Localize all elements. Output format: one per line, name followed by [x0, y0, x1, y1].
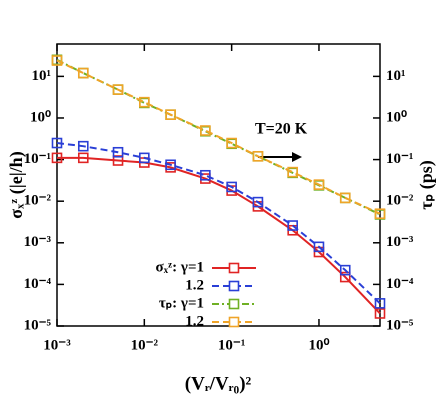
x-tick-label: 10⁻¹ [218, 337, 245, 353]
point-marker [374, 208, 386, 220]
y2-tick-label: 10⁻⁵ [386, 317, 414, 333]
point-marker [287, 166, 298, 178]
point-marker [139, 152, 150, 164]
point-marker [200, 125, 211, 136]
x-axis-label: (Vᵣ/Vᵣ₀)² [185, 373, 252, 394]
point-marker [51, 137, 63, 149]
y-tick-label: 10⁻¹ [24, 151, 51, 167]
point-marker [112, 146, 124, 158]
y2-tick-label: 10⁻¹ [386, 151, 413, 167]
point-marker [313, 179, 325, 190]
point-marker [165, 159, 176, 171]
point-marker [313, 241, 325, 253]
point-marker [339, 192, 351, 204]
point-marker [165, 109, 176, 120]
y-tick-label: 10⁻² [24, 193, 52, 209]
point-marker [77, 67, 89, 79]
y2-axis-label: τₚ (ps) [416, 160, 437, 210]
x-tick-label: 10⁻³ [43, 337, 71, 353]
point-marker [200, 169, 211, 181]
point-marker [252, 196, 264, 208]
y-tick-label: 10⁰ [30, 109, 51, 125]
point-marker [339, 271, 351, 283]
plot-frame [56, 43, 381, 327]
legend-marker [228, 262, 240, 274]
y-tick-label: 10⁻³ [24, 234, 52, 250]
legend-marker [228, 316, 240, 328]
y2-tick-label: 10⁻³ [386, 234, 414, 250]
point-marker [374, 308, 386, 319]
y2-tick-label: 10⁻⁴ [386, 276, 414, 292]
point-marker [139, 96, 150, 108]
point-marker [77, 140, 89, 152]
y-tick-label: 10¹ [32, 68, 52, 84]
y2-tick-label: 10⁰ [386, 109, 407, 125]
x-tick-label: 10⁰ [308, 337, 329, 353]
y-axis-label: σₓᶻ (|e|/h) [6, 151, 27, 218]
y2-tick-label: 10¹ [386, 68, 406, 84]
y2-tick-label: 10⁻² [386, 193, 414, 209]
point-marker [77, 67, 89, 79]
arrow [258, 152, 302, 162]
y-tick-label: 10⁻⁴ [24, 276, 52, 292]
point-marker [112, 84, 124, 95]
legend-label: 1.2 [185, 313, 204, 329]
point-marker [226, 181, 237, 193]
point-marker [51, 152, 63, 164]
point-marker [339, 264, 351, 276]
legend-label: σₓᶻ: γ=1 [156, 259, 204, 275]
series-line [56, 142, 381, 305]
y-tick-label: 10⁻⁵ [24, 317, 52, 333]
point-marker [374, 298, 386, 309]
annotation: T=20 K [255, 121, 308, 138]
point-marker [252, 150, 264, 162]
point-marker [77, 152, 89, 164]
legend-label: 1.2 [185, 277, 204, 293]
x-tick-label: 10⁻² [131, 337, 159, 353]
point-marker [226, 137, 237, 149]
legend-label: τₚ: γ=1 [159, 295, 204, 311]
series-line [56, 59, 381, 215]
legend-marker [228, 280, 240, 292]
point-marker [287, 220, 298, 231]
legend-marker [228, 298, 240, 310]
point-marker [51, 55, 63, 66]
